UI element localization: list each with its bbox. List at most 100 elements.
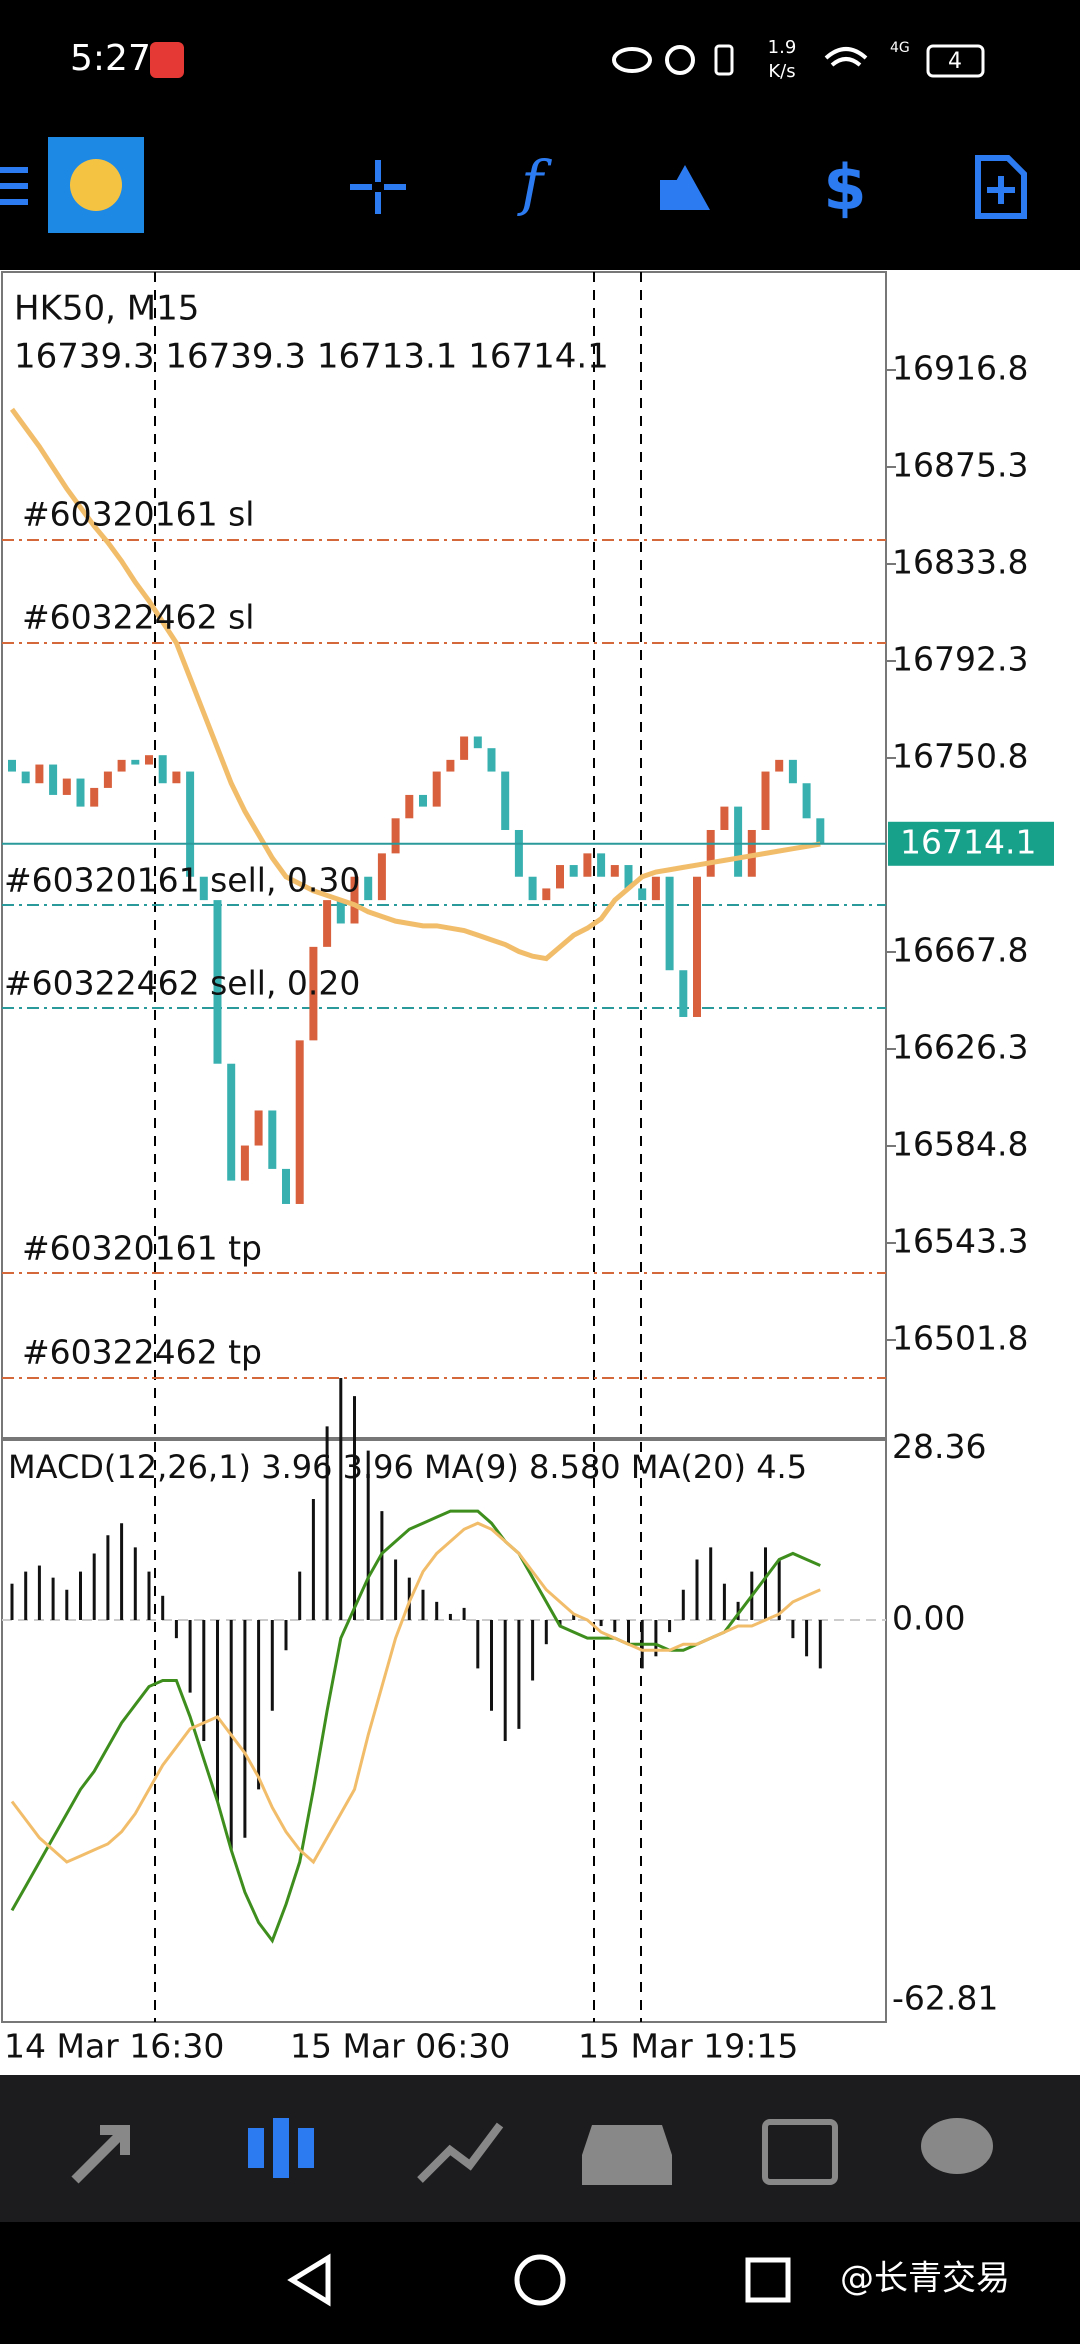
wifi-icon [824, 47, 868, 67]
trade-tab[interactable] [417, 2122, 504, 2183]
clock: 5:27 [70, 38, 151, 79]
crosshair-button[interactable] [350, 160, 406, 214]
quotes-tab[interactable] [71, 2125, 130, 2184]
candle [213, 900, 222, 1064]
chat-tab[interactable] [921, 2118, 993, 2174]
candle [419, 794, 427, 807]
candle [199, 876, 208, 901]
candle [49, 764, 58, 795]
net-speed: 1.9 [768, 37, 797, 58]
menu-icon[interactable] [0, 167, 28, 205]
back-button[interactable] [287, 2253, 331, 2307]
candle [528, 876, 537, 901]
battery-level: 4 [948, 49, 962, 74]
price-tick-label: 16792.3 [892, 640, 1028, 679]
ma-line [9, 407, 821, 962]
new-order-plus [987, 176, 1015, 204]
macd-tick-label: 28.36 [892, 1427, 986, 1466]
macd-label: MACD(12,26,1) 3.96 3.96 MA(9) 8.580 MA(2… [8, 1448, 807, 1486]
candle [597, 853, 606, 877]
candle [460, 736, 469, 760]
candle [720, 806, 729, 830]
vibrate-icon [714, 44, 734, 76]
candle [295, 1040, 304, 1204]
bottom-nav [0, 2075, 1080, 2222]
candle [336, 900, 345, 924]
candle [788, 759, 797, 784]
order-labels: #60320161 sl #60322462 sl #60320161 sell… [4, 495, 360, 1372]
candle [761, 771, 770, 830]
candle [158, 755, 167, 784]
candle [309, 946, 318, 1041]
time-label: 15 Mar 06:30 [290, 2027, 510, 2066]
chart-tab[interactable] [248, 2118, 314, 2178]
price-tick-label: 16916.8 [892, 349, 1028, 388]
period-separators [154, 272, 642, 2022]
candle [35, 764, 44, 784]
candle [734, 806, 743, 877]
price-tick-label: 16626.3 [892, 1028, 1028, 1067]
current-price-box [888, 821, 1054, 866]
candle [391, 818, 400, 854]
eye-icon [612, 47, 652, 73]
signal-line [10, 1521, 821, 1865]
candle [254, 1110, 263, 1146]
candle [501, 771, 510, 830]
order-lines [2, 539, 886, 1379]
candle [76, 778, 85, 807]
candle [8, 759, 16, 772]
macd-tick-label: 0.00 [892, 1599, 965, 1638]
candle [350, 876, 359, 924]
price-tick-label: 16501.8 [892, 1319, 1028, 1358]
time-label: 15 Mar 19:15 [578, 2027, 798, 2066]
candle [21, 771, 30, 784]
entry-lines [2, 904, 886, 1009]
candle [610, 865, 619, 877]
candle [706, 829, 715, 877]
home-button[interactable] [514, 2254, 566, 2306]
time-label: 14 Mar 16:30 [4, 2027, 224, 2066]
alarm-icon [665, 45, 695, 75]
candle [542, 888, 551, 901]
candle [665, 876, 674, 971]
candle [816, 818, 825, 844]
new-order-button[interactable] [975, 155, 1027, 219]
candle [323, 900, 332, 947]
history-tab[interactable] [582, 2125, 672, 2185]
candle [377, 853, 386, 901]
candle [103, 771, 112, 788]
order-label: #60320161 tp [22, 1229, 262, 1268]
candle [624, 865, 633, 889]
candle [172, 771, 181, 784]
trade-button[interactable]: $ [823, 151, 866, 224]
news-tab[interactable] [762, 2119, 838, 2185]
objects-button[interactable] [660, 165, 710, 210]
chart-area [0, 270, 1080, 2075]
candle [583, 853, 592, 877]
candle [186, 771, 195, 877]
candle [638, 888, 647, 901]
candle [432, 771, 441, 807]
macd-tick-label: -62.81 [892, 1979, 998, 2018]
price-tick-label: 16667.8 [892, 931, 1028, 970]
candle [227, 1063, 236, 1181]
candle [240, 1145, 249, 1181]
order-label: #60320161 sl [22, 495, 254, 534]
candle [446, 759, 455, 772]
net-speed-unit: K/s [768, 61, 795, 82]
candle [131, 759, 140, 765]
candle [473, 736, 482, 749]
order-label: #60320161 sell, 0.30 [4, 861, 360, 900]
recents-button[interactable] [745, 2257, 791, 2303]
candle [693, 876, 701, 1017]
candle [62, 778, 71, 795]
order-label: #60322462 tp [22, 1333, 262, 1372]
candle [145, 755, 153, 765]
app-badge [150, 42, 184, 78]
candle [282, 1168, 290, 1204]
price-tick-label: 16750.8 [892, 737, 1028, 776]
symbol: HK50, M15 [14, 289, 199, 329]
price-tick-label: 16875.3 [892, 446, 1028, 485]
network: 4G [890, 40, 910, 56]
